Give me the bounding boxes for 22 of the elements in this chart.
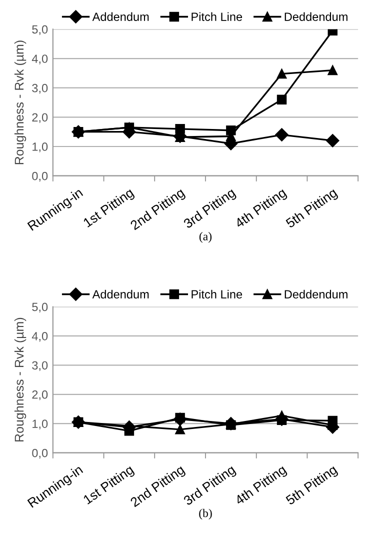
y-tick-label: 5,0 [32, 302, 48, 313]
legend-label: Addendum [92, 290, 149, 299]
legend-label: Pitch Line [192, 290, 242, 299]
y-tick-label: 3,0 [32, 84, 48, 94]
y-tick-label: 0,0 [32, 448, 48, 459]
y-axis-title: Roughness - Rvk (µm) [14, 40, 26, 164]
y-tick-label: 2,0 [32, 390, 48, 400]
y-axis-title: Roughness - Rvk (µm) [14, 318, 26, 442]
y-tick-label: 4,0 [32, 54, 48, 64]
y-tick-label: 2,0 [32, 113, 48, 123]
text: (b) [199, 508, 212, 520]
legend-label: Deddendum [284, 12, 348, 21]
y-tick-label: 1,0 [32, 420, 48, 430]
legend-label: Deddendum [284, 290, 348, 299]
y-tick-label: 3,0 [32, 361, 48, 371]
y-tick-label: 0,0 [32, 172, 48, 182]
y-tick-label: 4,0 [32, 332, 48, 342]
y-tick-label: 1,0 [32, 142, 48, 152]
text: (a) [199, 232, 212, 243]
legend-label: Pitch Line [192, 12, 242, 21]
y-tick-label: 5,0 [32, 25, 48, 35]
legend-label: Addendum [92, 12, 149, 21]
